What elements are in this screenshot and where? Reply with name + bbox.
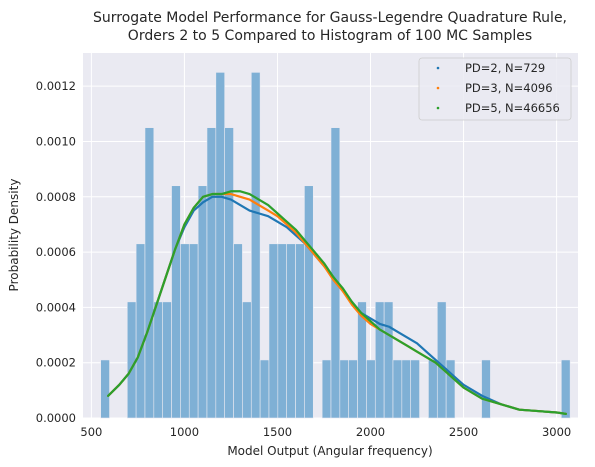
histogram-bar-23 [304, 185, 314, 419]
x-tick-label-3: 2000 [356, 425, 385, 439]
histogram-bar-35 [410, 359, 420, 419]
x-tick-label-1: 1000 [170, 425, 199, 439]
histogram-bars [100, 72, 571, 419]
y-tick-label-6: 0.0012 [36, 79, 76, 93]
histogram-bar-9 [180, 243, 190, 419]
x-tick-label-5: 3000 [542, 425, 571, 439]
legend-marker-pd2 [436, 66, 440, 70]
series-line-2 [107, 190, 568, 415]
y-tick-labels: 0.0000 0.0002 0.0004 0.0006 0.0008 0.0010 0.00… [36, 79, 76, 425]
y-tick-label-0: 0.0000 [36, 411, 76, 425]
legend-box [418, 57, 572, 121]
y-tick-label-5: 0.0010 [36, 134, 76, 148]
y-tick-label-1: 0.0002 [36, 356, 76, 370]
histogram-bar-20 [277, 243, 287, 419]
histogram-bar-13 [215, 72, 225, 419]
chart-title-line-1: Surrogate Model Performance for Gauss-Le… [93, 10, 567, 26]
histogram-bar-34 [401, 359, 412, 419]
x-tick-labels: 500 1000 1500 2000 2500 3000 [80, 425, 571, 439]
histogram-bar-39 [445, 359, 456, 419]
histogram-bar-30 [366, 359, 376, 419]
histogram-bar-5 [144, 127, 155, 419]
y-tick-label-3: 0.0006 [36, 245, 76, 259]
legend-marker-pd5 [436, 106, 440, 110]
histogram-bar-28 [348, 359, 358, 419]
histogram-bar-7 [162, 301, 172, 419]
histogram-bar-22 [295, 243, 305, 419]
histogram-bar-21 [286, 243, 296, 419]
histogram-bar-0 [100, 359, 110, 419]
legend-label-pd3: PD=3, N=4096 [465, 81, 553, 95]
y-axis-label: Probability Density [7, 179, 21, 292]
legend-marker-pd3 [436, 86, 440, 90]
histogram-bar-10 [188, 243, 199, 419]
histogram-bar-33 [392, 359, 403, 419]
chart-title-line-2: Orders 2 to 5 Compared to Histogram of 1… [128, 28, 532, 44]
histogram-bar-12 [206, 127, 217, 419]
legend-label-pd2: PD=2, N=729 [465, 61, 545, 75]
histogram-bar-15 [233, 243, 243, 419]
y-tick-label-2: 0.0004 [36, 300, 76, 314]
histogram-bar-11 [197, 185, 208, 419]
x-tick-label-2: 1500 [263, 425, 292, 439]
legend: PD=2, N=729 PD=3, N=4096 PD=5, N=46656 [418, 57, 572, 121]
histogram-bar-6 [153, 301, 163, 419]
histogram-bar-26 [330, 127, 341, 419]
histogram-bar-3 [126, 301, 137, 419]
histogram-bar-17 [250, 72, 261, 419]
histogram-bar-19 [268, 243, 279, 419]
histogram-bar-4 [135, 243, 146, 419]
histogram-bar-38 [436, 301, 447, 419]
histogram-bar-18 [259, 359, 270, 419]
histogram-bar-31 [374, 301, 385, 419]
x-axis-label: Model Output (Angular frequency) [227, 444, 432, 458]
surrogate-lines [107, 190, 568, 415]
histogram-bar-32 [383, 301, 394, 419]
histogram-bar-8 [171, 185, 181, 419]
y-tick-label-4: 0.0008 [36, 190, 76, 204]
histogram-bar-37 [428, 359, 438, 419]
histogram-bar-25 [321, 359, 332, 419]
legend-label-pd5: PD=5, N=46656 [465, 101, 560, 115]
x-tick-label-0: 500 [80, 425, 102, 439]
histogram-bar-27 [339, 359, 349, 419]
x-tick-label-4: 2500 [449, 425, 478, 439]
histogram-bar-43 [481, 359, 491, 419]
histogram-bar-52 [560, 359, 571, 419]
histogram-bar-14 [224, 127, 234, 419]
histogram-bar-16 [242, 301, 252, 419]
